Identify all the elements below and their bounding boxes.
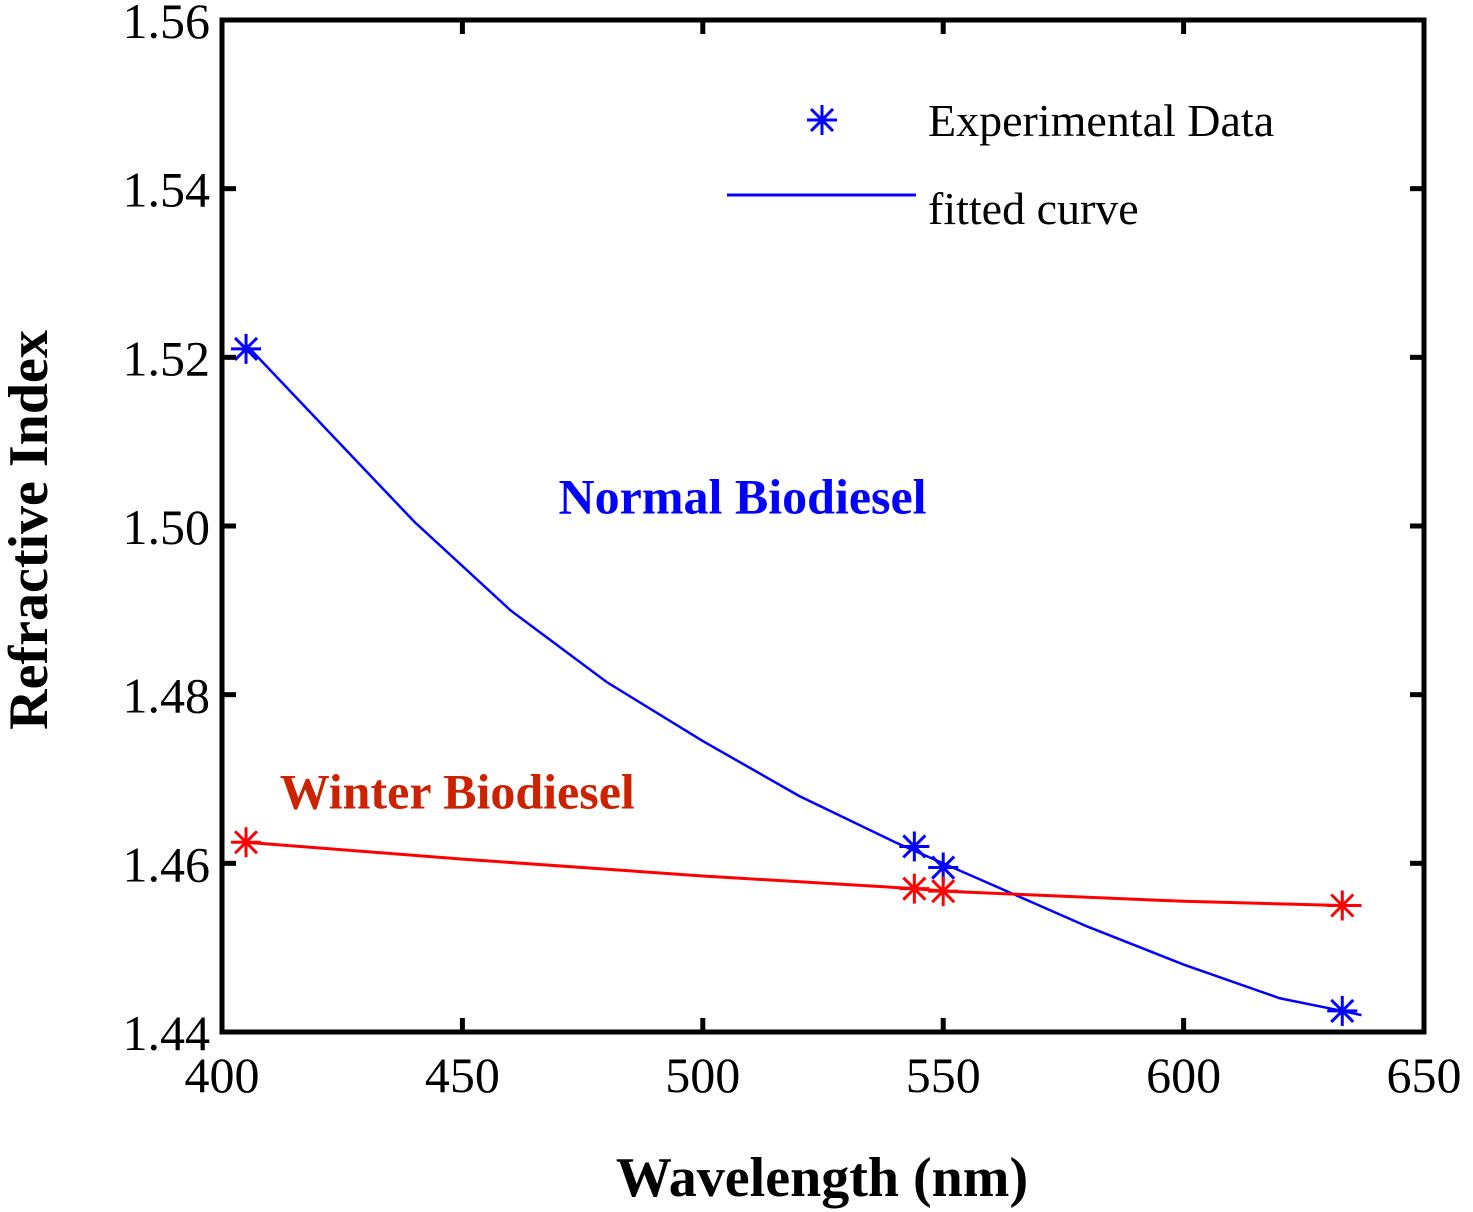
plot-frame bbox=[219, 17, 1427, 1035]
axis-ticks bbox=[219, 17, 1427, 1035]
fitted-curve-0 bbox=[245, 343, 1362, 1017]
fitted-curves bbox=[245, 343, 1362, 1017]
data-point-0-0 bbox=[231, 333, 262, 364]
data-markers bbox=[231, 333, 1358, 1026]
legend: Experimental Data fitted curve bbox=[727, 95, 1274, 234]
data-point-1-1 bbox=[899, 873, 930, 904]
data-point-1-3 bbox=[1327, 890, 1358, 921]
legend-marker-experimental bbox=[807, 105, 837, 135]
x-tick-label-2: 500 bbox=[665, 1047, 740, 1103]
x-tick-label-0: 400 bbox=[185, 1047, 260, 1103]
x-tick-label-1: 450 bbox=[425, 1047, 500, 1103]
tick-labels: 400 450 500 550 600 650 1.44 1.46 1.48 1.50 1.52 1.… bbox=[123, 0, 1462, 1103]
y-tick-label-4: 1.52 bbox=[123, 330, 211, 386]
data-point-1-0 bbox=[231, 827, 262, 858]
y-tick-label-5: 1.54 bbox=[123, 162, 211, 218]
legend-asterisk bbox=[807, 105, 837, 135]
annotation-winter-biodiesel: Winter Biodiesel bbox=[280, 764, 635, 820]
annotation-normal-biodiesel: Normal Biodiesel bbox=[559, 468, 927, 524]
fitted-curve-1 bbox=[245, 840, 1362, 907]
x-axis-title: Wavelength (nm) bbox=[616, 1147, 1028, 1209]
y-tick-label-1: 1.46 bbox=[123, 836, 211, 892]
legend-label-fitted: fitted curve bbox=[928, 183, 1139, 234]
data-point-0-3 bbox=[1327, 995, 1358, 1026]
y-axis-title: Refractive Index bbox=[0, 330, 60, 730]
data-point-1-2 bbox=[928, 876, 959, 907]
y-tick-label-3: 1.50 bbox=[123, 499, 211, 555]
data-point-0-1 bbox=[899, 831, 930, 862]
y-tick-label-2: 1.48 bbox=[123, 668, 211, 724]
x-tick-label-4: 600 bbox=[1146, 1047, 1221, 1103]
y-tick-label-0: 1.44 bbox=[123, 1005, 211, 1061]
legend-label-experimental: Experimental Data bbox=[928, 95, 1274, 146]
y-tick-label-6: 1.56 bbox=[123, 0, 211, 49]
x-tick-label-5: 650 bbox=[1387, 1047, 1462, 1103]
x-tick-label-3: 550 bbox=[906, 1047, 981, 1103]
